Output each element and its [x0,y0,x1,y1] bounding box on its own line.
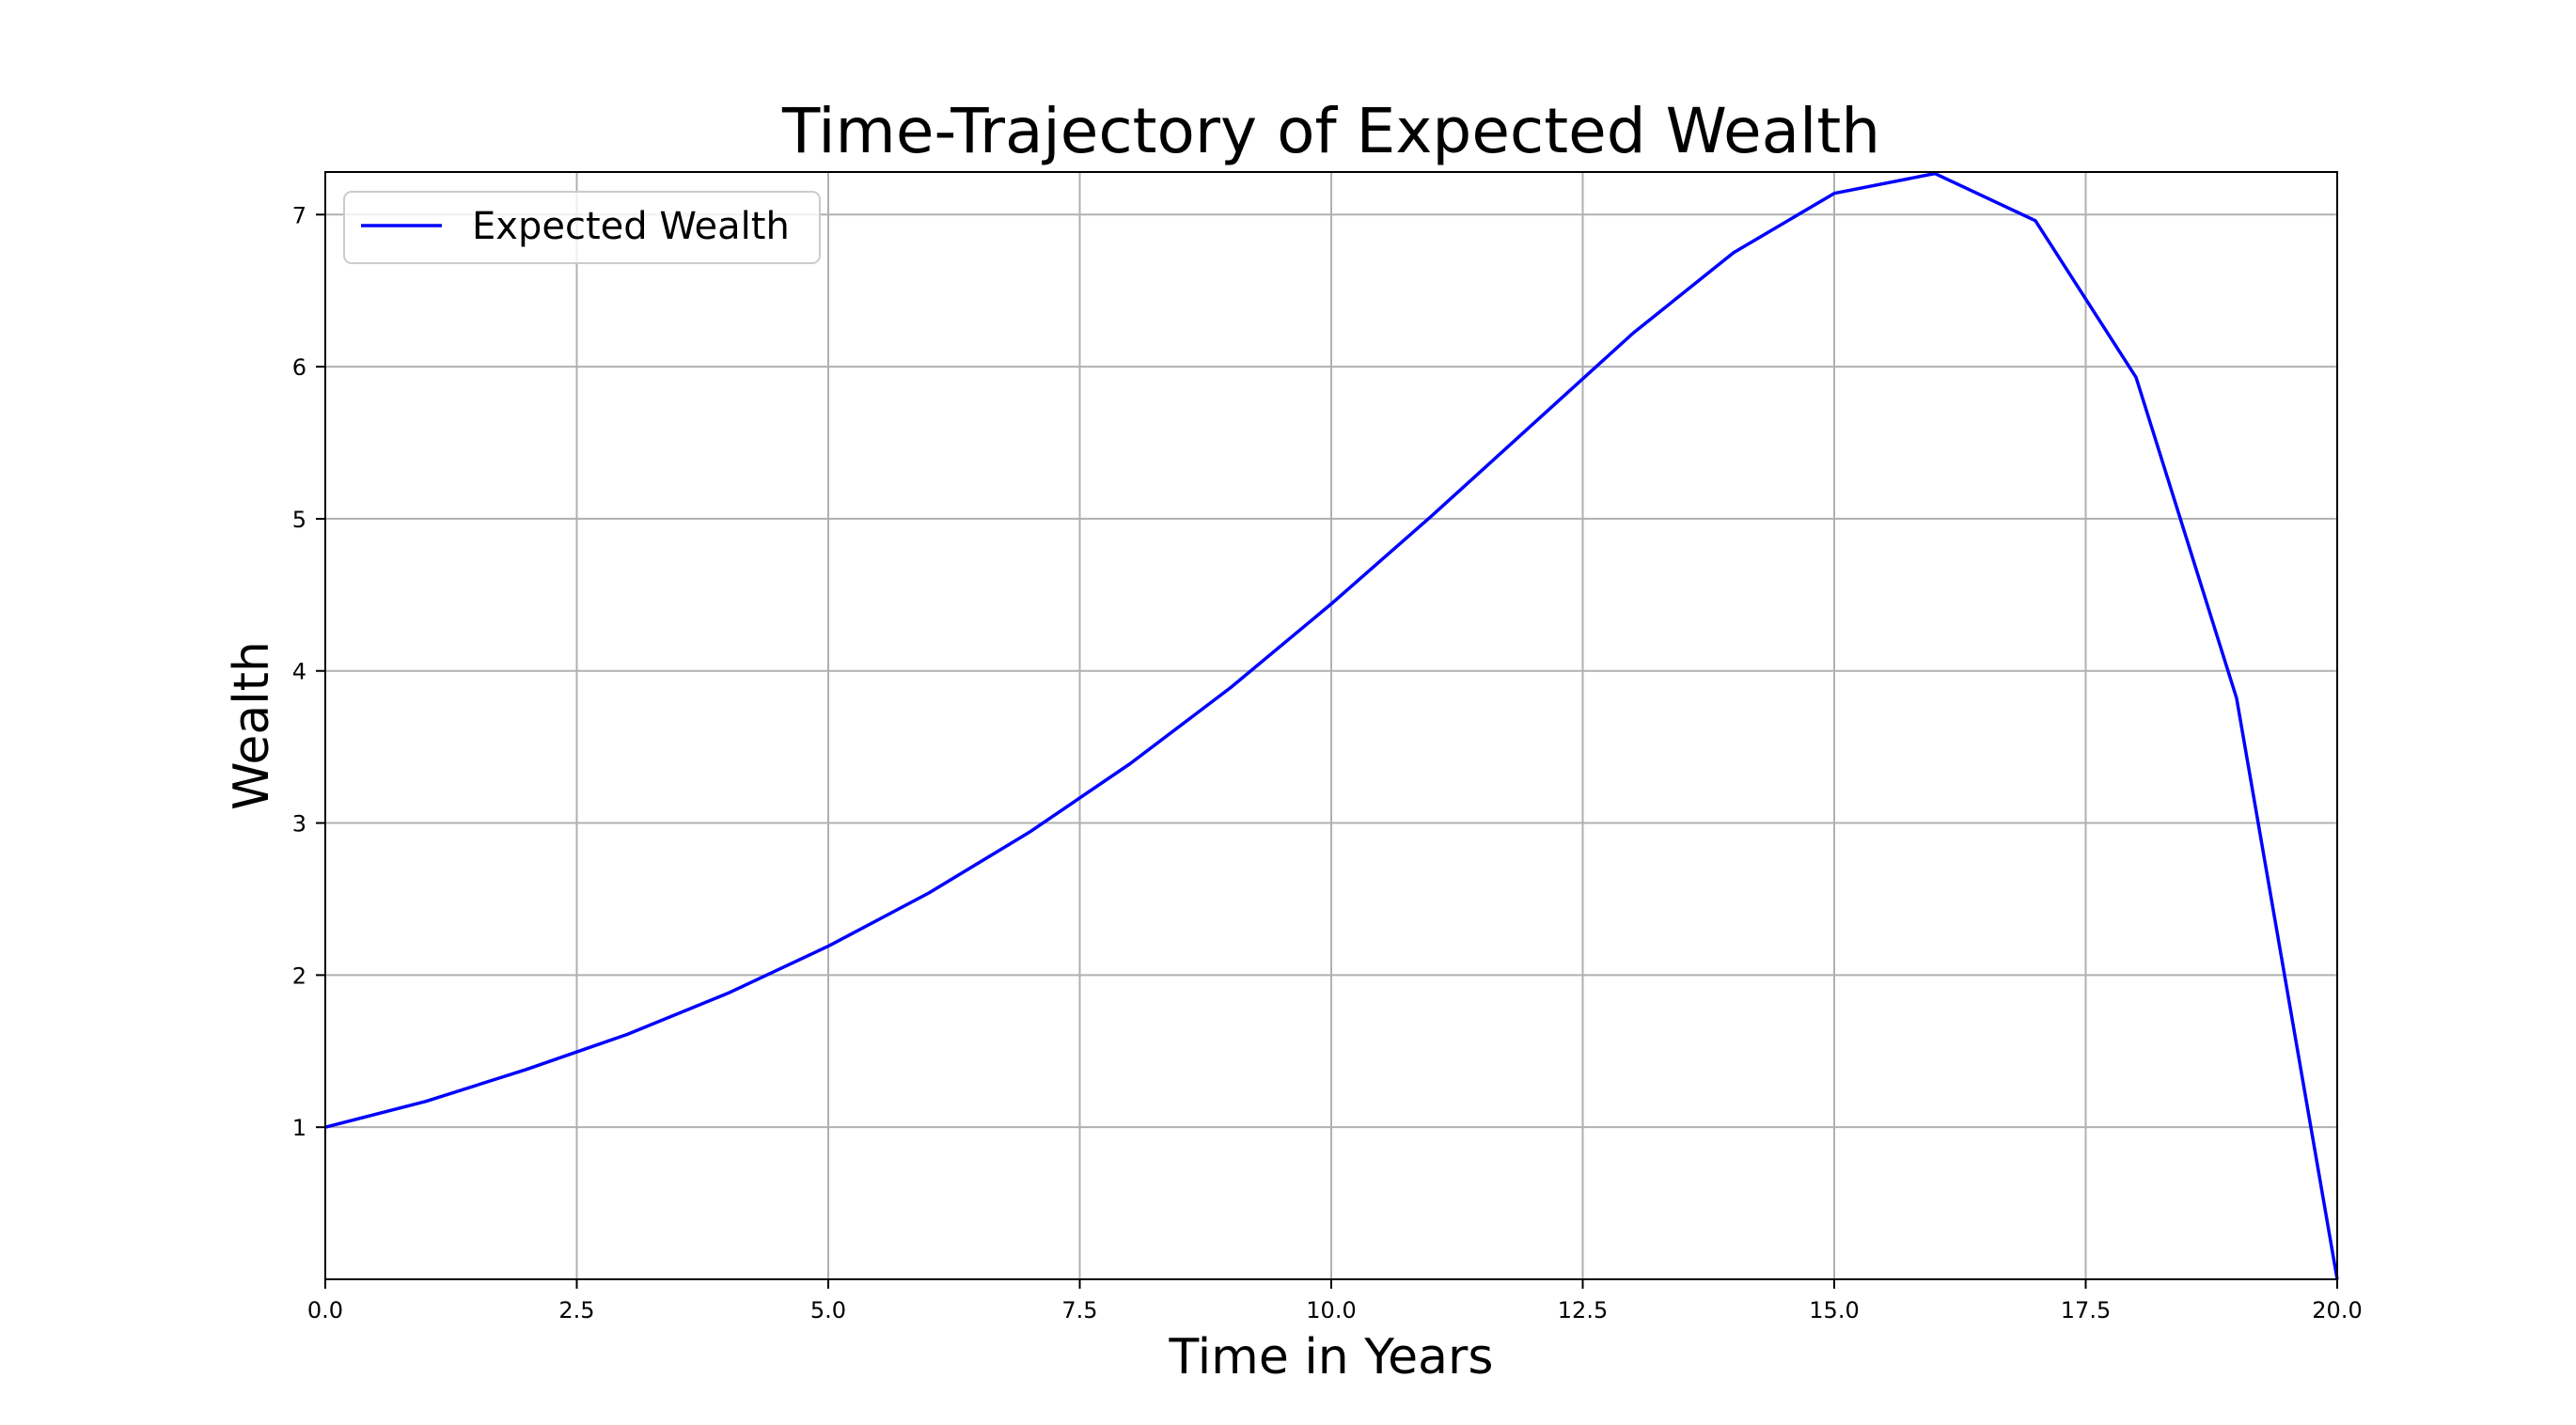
x-tick-label: 12.5 [1558,1297,1608,1323]
series-line-expected-wealth [324,171,2339,1280]
chart-title: Time-Trajectory of Expected Wealth [781,95,1880,167]
legend-box [343,191,821,264]
y-tick-label: 5 [292,507,306,533]
x-tick-label: 0.0 [307,1297,343,1323]
legend-entry-label: Expected Wealth [472,205,790,248]
x-tick-label: 2.5 [558,1297,594,1323]
x-tick-label: 10.0 [1306,1297,1356,1323]
series-layer [324,171,2339,1280]
y-tick-label: 6 [292,354,306,381]
y-tick-label: 4 [292,659,306,685]
y-tick-label: 7 [292,202,306,228]
x-tick-label: 5.0 [810,1297,846,1323]
y-axis-label: Wealth [224,641,280,810]
x-axis-label: Time in Years [1169,1329,1494,1386]
x-tick-label: 17.5 [2061,1297,2111,1323]
legend: Expected Wealth [343,191,821,264]
x-tick-label: 7.5 [1061,1297,1097,1323]
y-axis-ticks: 1 2 3 4 5 6 7 [292,202,325,1141]
x-tick-label: 15.0 [1809,1297,1859,1323]
x-axis-ticks: 0.0 2.5 5.0 7.5 10.0 12.5 15.0 17.5 20.0 [307,1279,2363,1323]
x-tick-label: 20.0 [2312,1297,2362,1323]
y-tick-label: 2 [292,963,306,989]
y-tick-label: 1 [292,1115,306,1141]
y-tick-label: 3 [292,811,306,838]
